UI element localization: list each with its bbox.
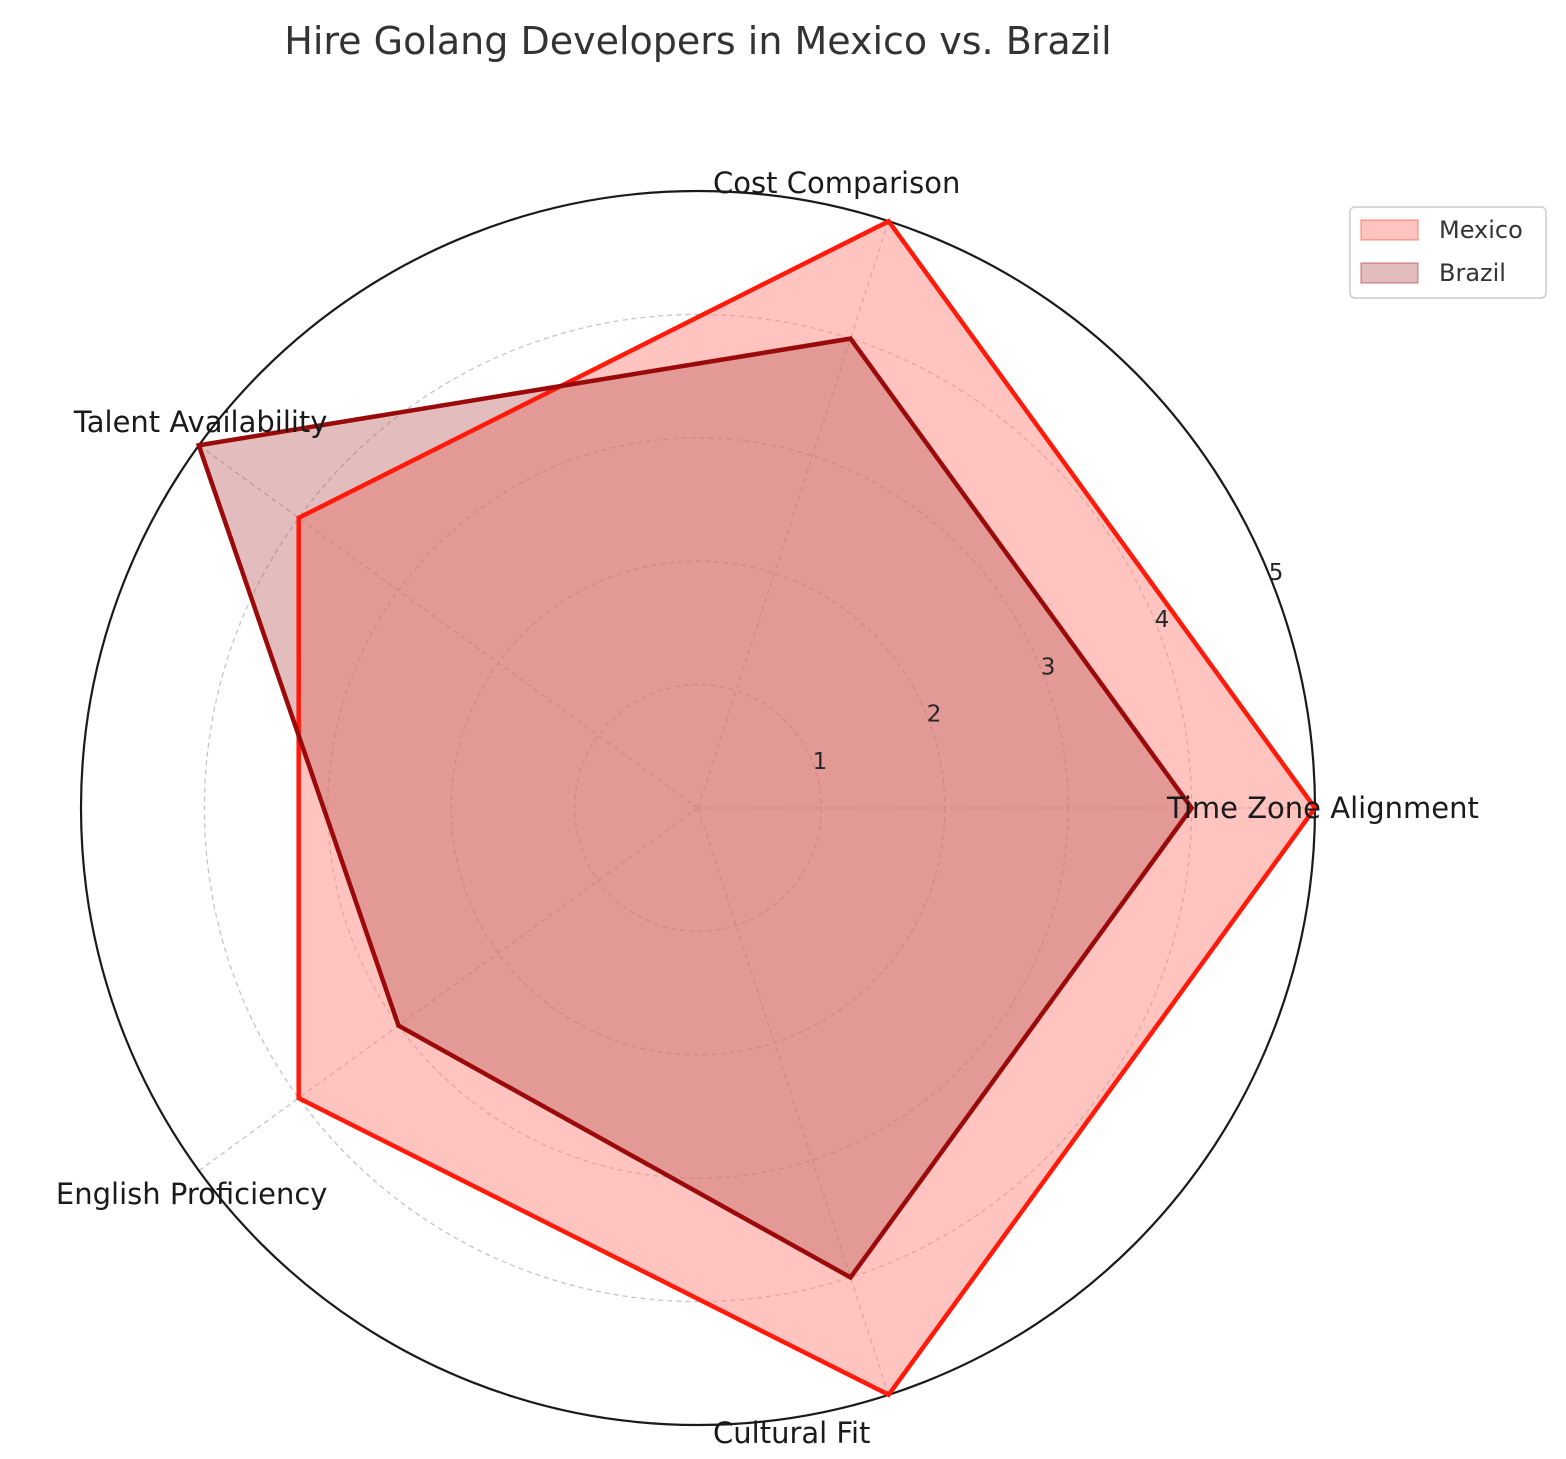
axis-label: Cost Comparison — [713, 166, 960, 200]
axis-label: Time Zone Alignment — [1166, 791, 1479, 825]
legend-swatch-mexico — [1360, 219, 1419, 241]
legend-swatch-brazil — [1360, 262, 1419, 284]
legend: Mexico Brazil — [1349, 206, 1547, 299]
series-layer — [195, 218, 1318, 1398]
series-line-mexico — [296, 218, 1318, 1398]
radial-tick-label: 5 — [1269, 560, 1284, 586]
radial-tick-label: 4 — [1155, 607, 1170, 633]
axis-label: Talent Availability — [73, 405, 328, 439]
radial-tick-label: 2 — [927, 702, 942, 728]
axis-label: Cultural Fit — [713, 1416, 870, 1450]
series-area-brazil — [198, 338, 1192, 1278]
chart-title: Hire Golang Developers in Mexico vs. Bra… — [284, 19, 1111, 63]
radial-tick-label: 3 — [1041, 654, 1056, 680]
series-line-brazil — [195, 336, 1195, 1281]
legend-label: Mexico — [1439, 216, 1523, 244]
labels: Time Zone Alignment Cost Comparison Talent… — [56, 166, 1479, 1450]
axis-label: English Proficiency — [56, 1177, 328, 1211]
legend-label: Brazil — [1439, 259, 1506, 287]
series-area-mexico — [298, 221, 1315, 1395]
radial-tick-label: 1 — [813, 749, 828, 775]
